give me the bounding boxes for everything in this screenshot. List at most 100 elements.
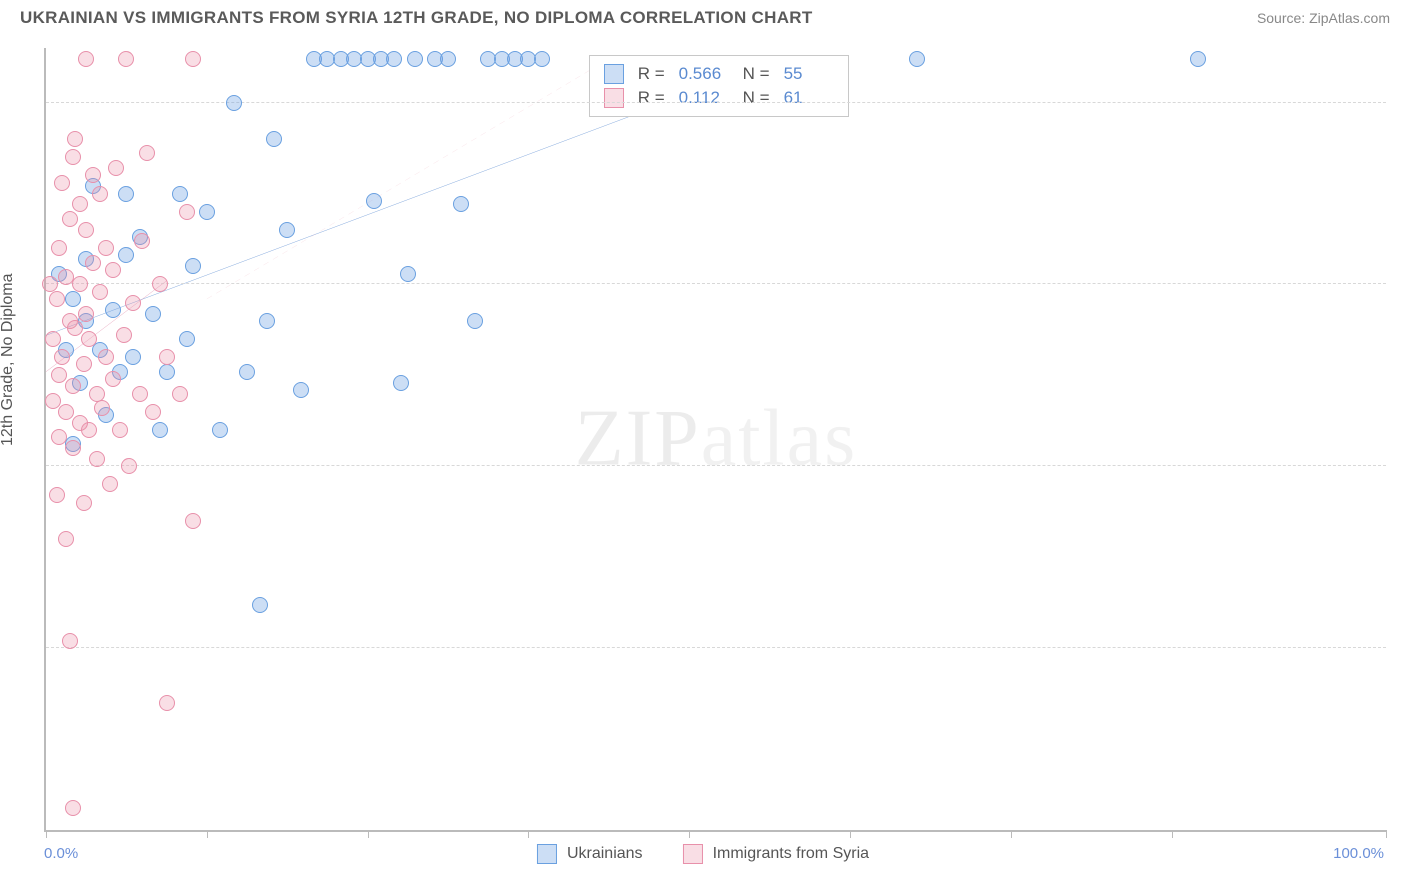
data-point <box>92 186 108 202</box>
x-axis-min-label: 0.0% <box>44 845 78 862</box>
data-point <box>534 51 550 67</box>
data-point <box>440 51 456 67</box>
data-point <box>65 800 81 816</box>
watermark-bold: ZIP <box>575 395 701 483</box>
data-point <box>185 513 201 529</box>
legend-item: Immigrants from Syria <box>683 844 869 864</box>
data-point <box>62 211 78 227</box>
data-point <box>65 291 81 307</box>
stat-r-value: 0.112 <box>679 88 729 108</box>
grid-line <box>46 283 1386 284</box>
source-label: Source: ZipAtlas.com <box>1257 10 1390 26</box>
data-point <box>51 429 67 445</box>
data-point <box>199 204 215 220</box>
data-point <box>125 295 141 311</box>
data-point <box>179 204 195 220</box>
data-point <box>159 364 175 380</box>
data-point <box>118 51 134 67</box>
stat-n-label: N = <box>743 88 770 108</box>
data-point <box>139 145 155 161</box>
y-axis-title: 12th Grade, No Diploma <box>0 273 17 446</box>
data-point <box>179 331 195 347</box>
stats-row: R =0.112N =61 <box>604 86 834 110</box>
x-tick <box>528 830 529 838</box>
data-point <box>45 331 61 347</box>
data-point <box>152 422 168 438</box>
x-tick <box>1011 830 1012 838</box>
data-point <box>407 51 423 67</box>
data-point <box>172 386 188 402</box>
stats-row: R = 0.566 N = 55 <box>604 62 834 86</box>
data-point <box>78 51 94 67</box>
data-point <box>67 131 83 147</box>
legend-label: Immigrants from Syria <box>713 845 869 863</box>
data-point <box>94 400 110 416</box>
data-point <box>252 597 268 613</box>
data-point <box>185 258 201 274</box>
y-tick-label: 100.0% <box>1396 77 1406 94</box>
stat-r-label: R = <box>638 64 665 84</box>
data-point <box>125 349 141 365</box>
data-point <box>145 404 161 420</box>
data-point <box>98 240 114 256</box>
data-point <box>58 404 74 420</box>
data-point <box>909 51 925 67</box>
grid-line <box>46 647 1386 648</box>
stat-r-value: 0.566 <box>679 64 729 84</box>
stat-n-label: N = <box>743 64 770 84</box>
data-point <box>239 364 255 380</box>
data-point <box>85 167 101 183</box>
data-point <box>65 378 81 394</box>
y-tick-label: 90.0% <box>1396 441 1406 458</box>
stats-box: R =0.566N =55R =0.112N =61 <box>589 55 849 117</box>
data-point <box>76 356 92 372</box>
data-point <box>266 131 282 147</box>
data-point <box>65 149 81 165</box>
data-point <box>105 302 121 318</box>
data-point <box>121 458 137 474</box>
data-point <box>212 422 228 438</box>
data-point <box>51 240 67 256</box>
data-point <box>1190 51 1206 67</box>
grid-line <box>46 465 1386 466</box>
stat-n-value: 55 <box>784 64 834 84</box>
data-point <box>118 247 134 263</box>
data-point <box>81 331 97 347</box>
watermark-light: atlas <box>701 395 858 483</box>
y-tick-label: 95.0% <box>1396 259 1406 276</box>
watermark: ZIPatlas <box>575 394 858 485</box>
data-point <box>98 349 114 365</box>
data-point <box>54 175 70 191</box>
x-tick <box>368 830 369 838</box>
x-tick <box>1172 830 1173 838</box>
series-swatch <box>604 64 624 84</box>
data-point <box>386 51 402 67</box>
data-point <box>393 375 409 391</box>
data-point <box>89 451 105 467</box>
data-point <box>145 306 161 322</box>
series-swatch <box>604 88 624 108</box>
legend-label: Ukrainians <box>567 845 643 863</box>
data-point <box>76 495 92 511</box>
data-point <box>51 367 67 383</box>
data-point <box>85 255 101 271</box>
data-point <box>366 193 382 209</box>
data-point <box>259 313 275 329</box>
data-point <box>92 284 108 300</box>
data-point <box>226 95 242 111</box>
data-point <box>185 51 201 67</box>
data-point <box>172 186 188 202</box>
data-point <box>116 327 132 343</box>
legend-swatch <box>683 844 703 864</box>
data-point <box>72 196 88 212</box>
data-point <box>105 262 121 278</box>
y-tick-label: 85.0% <box>1396 623 1406 640</box>
data-point <box>58 531 74 547</box>
data-point <box>102 476 118 492</box>
data-point <box>279 222 295 238</box>
data-point <box>45 393 61 409</box>
scatter-chart: ZIPatlas R =0.566N =55R =0.112N =61 85.0… <box>44 48 1386 832</box>
stat-r-label: R = <box>638 88 665 108</box>
data-point <box>453 196 469 212</box>
legend-swatch <box>537 844 557 864</box>
